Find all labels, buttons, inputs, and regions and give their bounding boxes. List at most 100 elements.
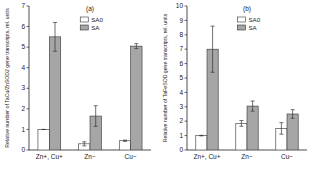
figure: 0 1 2 3 4 5 6 7 Relative number of TaCu/ZnSOD2 g… [0,0,312,169]
legend-swatch [237,17,245,22]
y-tick-label: 1 [179,132,183,139]
error-cap [199,135,203,136]
error-cap [134,43,138,44]
error-bar [123,140,127,141]
title: (a) [86,5,94,13]
y-tick [185,106,188,107]
x-tick-label: Zn− [84,153,96,160]
marks [38,22,142,150]
y-tick [185,34,188,35]
error-cap [251,111,255,112]
error-cap [123,140,127,141]
bar [119,141,130,150]
legend-swatch [80,17,88,22]
y-tick-label: 7 [21,2,25,9]
error-cap [82,141,86,142]
marks [196,26,298,150]
error-cap [279,134,283,135]
error-line [281,123,282,135]
error-line [292,110,293,119]
y-tick [185,121,188,122]
error-bar [199,135,203,137]
y-tick [27,88,30,89]
error-cap [123,141,127,142]
bar [287,114,298,150]
x-tick-label: Cu− [281,153,293,160]
y-tick-label: 6 [179,60,183,67]
error-line [136,44,137,49]
y-axis-label: Relative number of TaFeSOD gene transcri… [162,13,168,142]
error-cap [134,48,138,49]
error-cap [211,26,215,27]
legend-swatch [237,25,245,30]
x-tick-label: Zn+, Cu+ [193,153,220,160]
y-tick-label: 2 [21,105,25,112]
legend-label: SA [91,24,100,31]
error-line [84,142,85,146]
error-cap [53,51,57,52]
y-axis [29,6,30,150]
y-tick [185,6,188,7]
error-bar [134,44,138,49]
y-tick-label: 4 [179,89,183,96]
y-tick [185,135,188,136]
error-bar [291,110,295,119]
y-tick-label: 0 [21,146,25,153]
error-bar [211,26,215,72]
x-tick-label: Zn− [241,153,253,160]
y-tick [185,78,188,79]
panel: 01234567Relative number of TaCu/ZnSOD2 g… [4,2,151,160]
y-axis [187,6,188,150]
bar [49,37,60,150]
error-line [252,101,253,111]
legend-label: SA0 [91,16,103,23]
error-cap [211,72,215,73]
error-line [55,22,56,51]
error-bar [251,101,255,111]
y-tick-label: 1 [21,126,25,133]
y-tick-label: 5 [21,43,25,50]
panel: 012345678910Relative number of TaFeSOD g… [162,2,307,160]
bar [247,106,258,150]
y-tick-label: 9 [179,17,183,24]
error-cap [291,118,295,119]
error-cap [199,135,203,136]
error-line [241,120,242,126]
error-cap [42,129,46,130]
error-cap [53,22,57,23]
title: (b) [243,5,251,13]
x-tick-label: Zn+, Cu+ [36,153,63,160]
error-bar [82,142,86,146]
y-tick [27,150,30,151]
bar [196,136,207,150]
y-tick-label: 4 [21,64,25,71]
legend-swatch [80,25,88,30]
error-line [95,106,96,127]
y-axis-label: Relative number of TaCu/ZnSOD2 gene tran… [4,8,10,148]
y-tick [185,49,188,50]
bar [38,129,49,150]
y-tick-label: 0 [179,146,183,153]
error-cap [251,101,255,102]
y-tick [185,150,188,151]
y-tick-label: 3 [21,84,25,91]
error-bar [53,22,57,51]
y-tick [27,67,30,68]
error-bar [279,123,283,135]
error-cap [279,122,283,123]
error-bar [239,120,243,126]
legend-label: SA [248,24,257,31]
error-cap [82,145,86,146]
error-cap [94,105,98,106]
error-cap [239,120,243,121]
y-tick [27,47,30,48]
y-tick [185,63,188,64]
bar [131,46,142,150]
y-tick-label: 5 [179,74,183,81]
y-tick-label: 8 [179,31,183,38]
error-cap [239,126,243,127]
y-tick-label: 10 [176,2,184,9]
error-cap [94,126,98,127]
bar [236,123,247,150]
y-tick [27,129,30,130]
